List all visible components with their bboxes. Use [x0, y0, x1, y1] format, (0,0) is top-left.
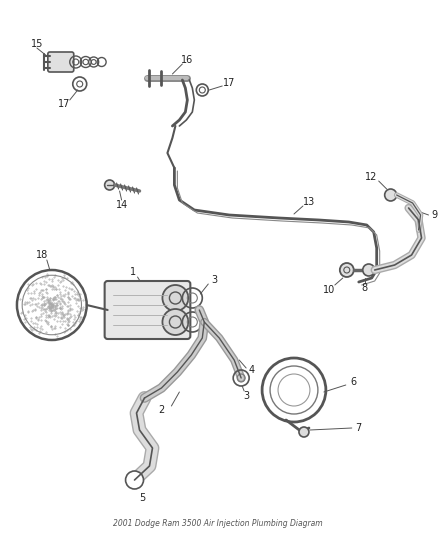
Text: 13: 13: [303, 197, 315, 207]
Circle shape: [162, 309, 188, 335]
Text: 17: 17: [57, 99, 70, 109]
Circle shape: [385, 189, 397, 201]
Text: 6: 6: [351, 377, 357, 387]
Text: 12: 12: [364, 172, 377, 182]
Text: 8: 8: [362, 283, 368, 293]
Text: 5: 5: [139, 493, 145, 503]
Text: 4: 4: [248, 365, 254, 375]
FancyBboxPatch shape: [48, 52, 74, 72]
Text: 2: 2: [158, 405, 165, 415]
Text: 15: 15: [31, 39, 43, 49]
Text: 14: 14: [116, 200, 128, 210]
Text: 7: 7: [356, 423, 362, 433]
Text: 2001 Dodge Ram 3500 Air Injection Plumbing Diagram: 2001 Dodge Ram 3500 Air Injection Plumbi…: [113, 519, 323, 528]
Circle shape: [299, 427, 309, 437]
Text: 10: 10: [323, 285, 335, 295]
Text: 16: 16: [181, 55, 194, 65]
Text: 1: 1: [130, 267, 136, 277]
Circle shape: [162, 285, 188, 311]
Text: 3: 3: [211, 275, 217, 285]
Text: 3: 3: [243, 391, 249, 401]
Text: 18: 18: [36, 250, 48, 260]
FancyBboxPatch shape: [105, 281, 191, 339]
Circle shape: [363, 264, 374, 276]
Text: 17: 17: [223, 78, 235, 88]
Circle shape: [105, 180, 115, 190]
Circle shape: [340, 263, 354, 277]
Text: 9: 9: [431, 210, 438, 220]
Circle shape: [126, 471, 144, 489]
